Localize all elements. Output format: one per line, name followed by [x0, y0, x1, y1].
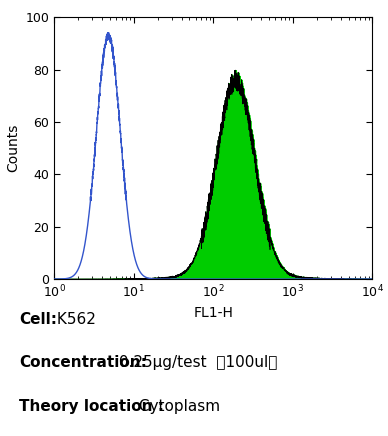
X-axis label: FL1-H: FL1-H: [194, 306, 233, 320]
Text: Concentration:: Concentration:: [19, 355, 147, 370]
Y-axis label: Counts: Counts: [6, 124, 20, 172]
Text: Theory location :: Theory location :: [19, 399, 165, 414]
Text: Cytoplasm: Cytoplasm: [134, 399, 220, 414]
Text: 0.25μg/test  （100ul）: 0.25μg/test （100ul）: [114, 355, 278, 370]
Text: K562: K562: [52, 312, 96, 327]
Text: Cell:: Cell:: [19, 312, 57, 327]
